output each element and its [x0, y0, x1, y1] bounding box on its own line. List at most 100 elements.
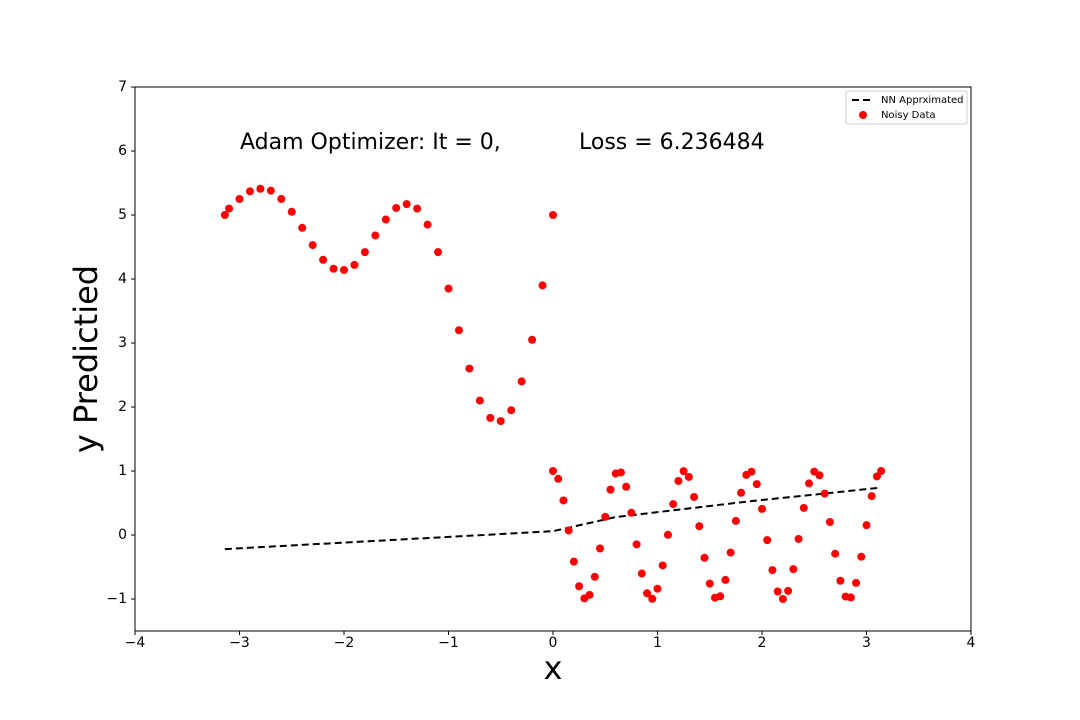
- scatter-point: [815, 471, 824, 480]
- scatter-point: [789, 565, 798, 574]
- x-tick-label: −3: [229, 635, 250, 651]
- scatter-point: [695, 522, 704, 531]
- scatter-point: [831, 549, 840, 558]
- scatter-point: [371, 231, 380, 240]
- scatter-point: [381, 215, 390, 224]
- x-tick-label: −2: [334, 635, 355, 651]
- scatter-point: [319, 255, 328, 264]
- scatter-point: [308, 241, 317, 250]
- scatter-point: [877, 467, 886, 475]
- scatter-point: [825, 518, 834, 527]
- x-tick-label: −4: [125, 635, 146, 651]
- scatter-point: [846, 593, 855, 602]
- scatter-point: [517, 377, 526, 386]
- scatter-point: [700, 553, 709, 562]
- scatter-point: [684, 472, 693, 481]
- scatter-point: [867, 492, 876, 501]
- x-tick-label: 1: [653, 635, 662, 651]
- y-tick-label: 5: [118, 207, 127, 223]
- x-axis-label: x: [544, 649, 563, 687]
- scatter-point: [794, 534, 803, 543]
- scatter-point: [277, 195, 286, 203]
- scatter-point: [679, 467, 688, 476]
- scatter-point: [643, 589, 652, 598]
- scatter-point: [564, 526, 573, 535]
- scatter-point: [559, 496, 568, 505]
- scatter-point: [465, 364, 474, 373]
- scatter-point: [585, 590, 594, 599]
- scatter-point: [496, 417, 505, 426]
- scatter-point: [569, 557, 578, 566]
- scatter-point: [266, 186, 275, 195]
- scatter-point: [507, 406, 516, 415]
- scatter-point: [721, 575, 730, 584]
- scatter-point: [245, 187, 254, 196]
- scatter-point: [235, 195, 244, 203]
- scatter-point: [663, 530, 672, 539]
- scatter-point: [627, 508, 636, 517]
- scatter-point: [413, 204, 422, 213]
- scatter-point: [622, 482, 631, 491]
- annotation: Loss = 6.236484: [579, 130, 765, 155]
- scatter-point: [674, 476, 683, 485]
- scatter-point: [538, 281, 547, 290]
- scatter-point: [737, 488, 746, 497]
- x-tick-label: 3: [862, 635, 871, 651]
- legend-label: NN Apprximated: [881, 95, 964, 106]
- scatter-point: [805, 479, 814, 488]
- legend-box: [845, 90, 968, 125]
- y-tick-label: −1: [106, 591, 127, 607]
- scatter-point: [606, 485, 615, 494]
- scatter-point: [601, 512, 610, 521]
- scatter-point: [669, 500, 678, 509]
- scatter-point: [475, 396, 484, 405]
- scatter-point: [799, 503, 808, 512]
- scatter-point: [768, 566, 777, 575]
- scatter-point: [549, 467, 557, 475]
- scatter-point: [872, 472, 881, 481]
- scatter-point: [434, 248, 443, 257]
- x-tick-label: −1: [438, 635, 459, 651]
- y-tick-label: 4: [118, 271, 127, 287]
- scatter-point: [402, 200, 411, 209]
- y-tick-label: 6: [118, 143, 127, 159]
- scatter-point: [690, 492, 699, 501]
- scatter-point: [575, 582, 584, 591]
- scatter-point: [392, 203, 401, 212]
- scatter-point: [716, 592, 725, 601]
- scatter-point: [596, 544, 605, 553]
- scatter-point: [752, 480, 761, 489]
- scatter-point: [340, 266, 348, 275]
- scatter-point: [836, 576, 845, 585]
- scatter-point: [554, 474, 563, 483]
- legend-swatch: [859, 111, 867, 119]
- scatter-point: [857, 552, 866, 561]
- scatter-point: [632, 540, 641, 549]
- scatter-point: [454, 326, 463, 335]
- scatter-point: [726, 548, 735, 557]
- scatter-point: [444, 284, 453, 293]
- scatter-point: [360, 248, 369, 257]
- scatter-point: [225, 204, 234, 213]
- scatter-point: [852, 578, 861, 587]
- y-tick-label: 7: [118, 79, 127, 95]
- scatter-point: [778, 595, 787, 603]
- y-tick-label: 2: [118, 399, 127, 415]
- y-axis-label: y Predictied: [67, 265, 105, 453]
- y-tick-label: 0: [118, 527, 127, 543]
- scatter-point: [350, 260, 359, 269]
- y-tick-label: 1: [118, 463, 127, 479]
- x-tick-label: 4: [967, 635, 976, 651]
- scatter-point: [423, 220, 432, 229]
- scatter-point: [220, 211, 229, 219]
- scatter-point: [298, 223, 307, 232]
- scatter-point: [731, 516, 740, 525]
- scatter-point: [486, 413, 495, 422]
- plot-marks: [220, 184, 886, 603]
- scatter-point: [616, 468, 625, 477]
- line-series: [224, 486, 882, 551]
- scatter-point: [653, 584, 662, 593]
- scatter-point: [747, 467, 756, 476]
- scatter-point: [287, 207, 296, 216]
